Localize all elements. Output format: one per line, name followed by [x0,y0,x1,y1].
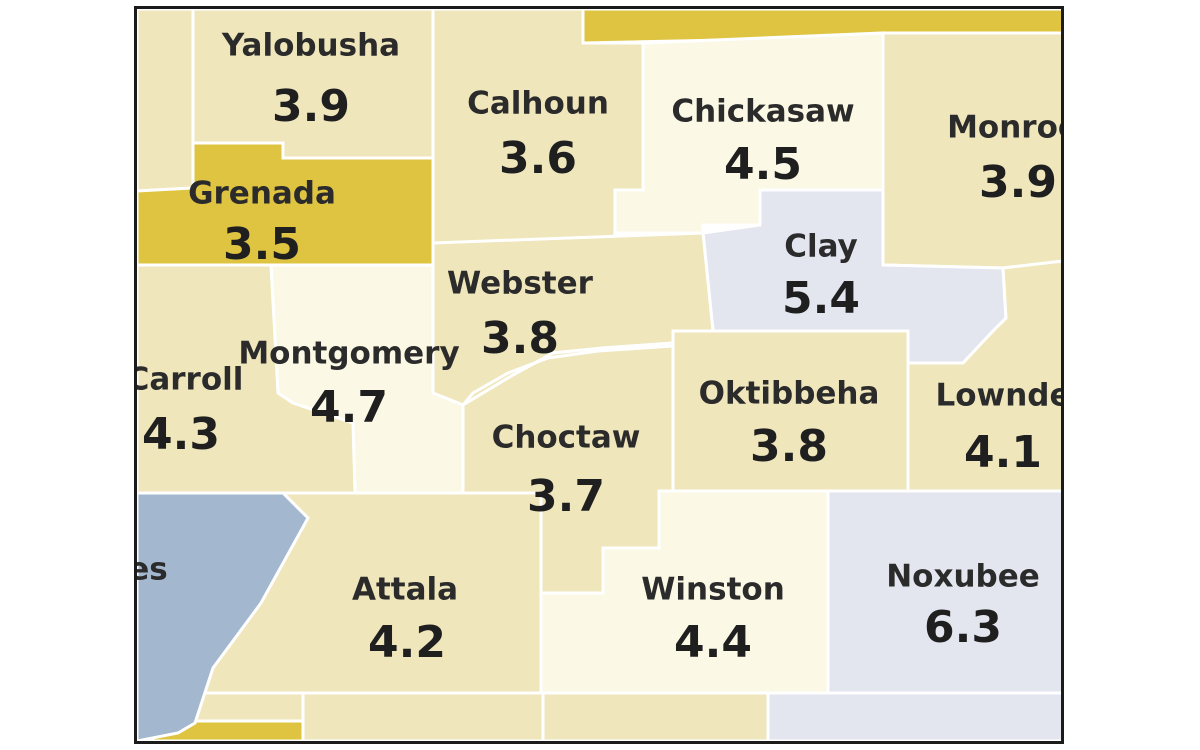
county-name-noxubee: Noxubee [886,559,1040,595]
county-value-noxubee: 6.3 [924,602,1002,653]
county-value-chickasaw: 4.5 [724,139,802,190]
county-value-monroe: 3.9 [979,157,1057,208]
county-value-montgomery: 4.7 [310,382,388,433]
county-name-lownde: Lownde [936,378,1061,414]
county-name-winston: Winston [641,572,785,608]
county-name-montgomery: Montgomery [238,336,459,372]
county-name-chickasaw: Chickasaw [671,94,854,130]
county-value-choctaw: 3.7 [527,471,605,522]
county-name-webster: Webster [447,266,594,302]
western-county-edge [137,9,195,193]
county-name-grenada: Grenada [188,176,336,212]
county-value-webster: 3.8 [481,313,559,364]
southern-county-borders [301,693,545,741]
county-calhoun[interactable] [431,9,645,245]
county-value-oktibbeha: 3.8 [750,421,828,472]
county-shapes [137,9,1061,741]
county-value-lownde: 4.1 [964,427,1042,478]
county-name-monroe: Monroe [947,110,1061,146]
county-es[interactable] [137,491,310,741]
county-name-carroll: Carroll [137,362,243,398]
county-labels: Yalobusha 3.9 Calhoun 3.6 Chickasaw 4.5 Monroe… [137,28,1061,669]
county-map: Yalobusha 3.9 Calhoun 3.6 Chickasaw 4.5 Monroe… [137,9,1061,741]
county-value-carroll: 4.3 [142,409,220,460]
county-monroe[interactable] [881,31,1061,270]
map-frame: Yalobusha 3.9 Calhoun 3.6 Chickasaw 4.5 Monroe… [134,6,1064,744]
county-value-attala: 4.2 [368,617,446,668]
county-name-attala: Attala [352,572,458,608]
county-value-yalobusha: 3.9 [272,81,350,132]
county-name-choctaw: Choctaw [492,420,641,456]
county-name-yalobusha: Yalobusha [221,28,400,64]
county-name-calhoun: Calhoun [467,86,609,122]
southern-county-lavender [766,691,1061,741]
county-value-calhoun: 3.6 [499,133,577,184]
river-line [461,344,674,406]
county-value-winston: 4.4 [674,617,752,668]
county-value-clay: 5.4 [782,273,860,324]
county-noxubee[interactable] [826,489,1061,695]
county-name-es: es [137,552,168,588]
county-value-grenada: 3.5 [223,219,301,270]
county-name-oktibbeha: Oktibbeha [699,376,880,412]
county-name-clay: Clay [784,229,858,265]
